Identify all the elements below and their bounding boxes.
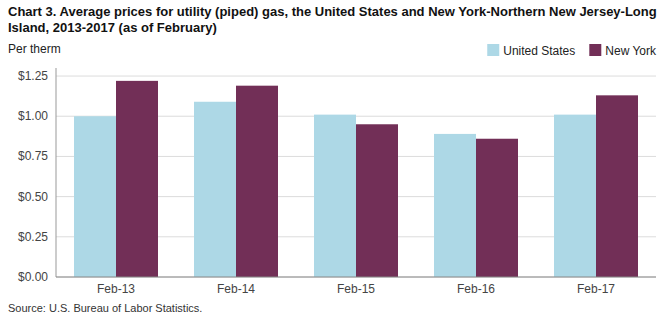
legend-swatch xyxy=(487,44,499,56)
source-note: Source: U.S. Bureau of Labor Statistics. xyxy=(0,299,670,319)
y-axis-label: Per therm xyxy=(8,42,61,56)
legend-label: New York xyxy=(605,44,657,58)
bar xyxy=(74,116,116,277)
bar xyxy=(554,115,596,277)
y-tick-label: $1.00 xyxy=(18,109,48,123)
x-axis-line xyxy=(56,277,656,278)
x-tick-label: Feb-14 xyxy=(217,282,255,296)
chart-title: Chart 3. Average prices for utility (pip… xyxy=(0,0,670,38)
x-tick-label: Feb-15 xyxy=(337,282,375,296)
bar xyxy=(236,86,278,277)
grid xyxy=(56,76,656,277)
x-tick-label: Feb-13 xyxy=(97,282,135,296)
y-ticks: $0.00 $0.25 $0.50 $0.75 $1.00 $1.25 xyxy=(18,69,48,284)
y-axis-line xyxy=(56,68,57,277)
bar xyxy=(476,139,518,277)
chart-area: Per therm $0.00 $0.25 $0.50 $0.75 $1.00 $1.25 F… xyxy=(0,38,670,299)
y-tick-label: $0.00 xyxy=(18,270,48,284)
x-ticks: Feb-13 Feb-14 Feb-15 Feb-16 Feb-17 xyxy=(97,282,615,296)
grid-line xyxy=(56,277,656,278)
bar xyxy=(356,124,398,277)
legend-swatch xyxy=(589,44,601,56)
chart-svg: Per therm $0.00 $0.25 $0.50 $0.75 $1.00 $1.25 F… xyxy=(0,38,670,299)
bars xyxy=(74,81,638,277)
x-tick-label: Feb-17 xyxy=(577,282,615,296)
bar xyxy=(314,115,356,277)
bar xyxy=(434,134,476,277)
y-tick-label: $1.25 xyxy=(18,69,48,83)
legend: United States New York xyxy=(487,44,657,58)
y-tick-label: $0.25 xyxy=(18,230,48,244)
bar xyxy=(116,81,158,277)
y-tick-label: $0.75 xyxy=(18,149,48,163)
bar xyxy=(596,95,638,277)
grid-line xyxy=(56,76,656,77)
y-tick-label: $0.50 xyxy=(18,190,48,204)
legend-label: United States xyxy=(503,44,575,58)
x-tick-label: Feb-16 xyxy=(457,282,495,296)
bar xyxy=(194,102,236,277)
